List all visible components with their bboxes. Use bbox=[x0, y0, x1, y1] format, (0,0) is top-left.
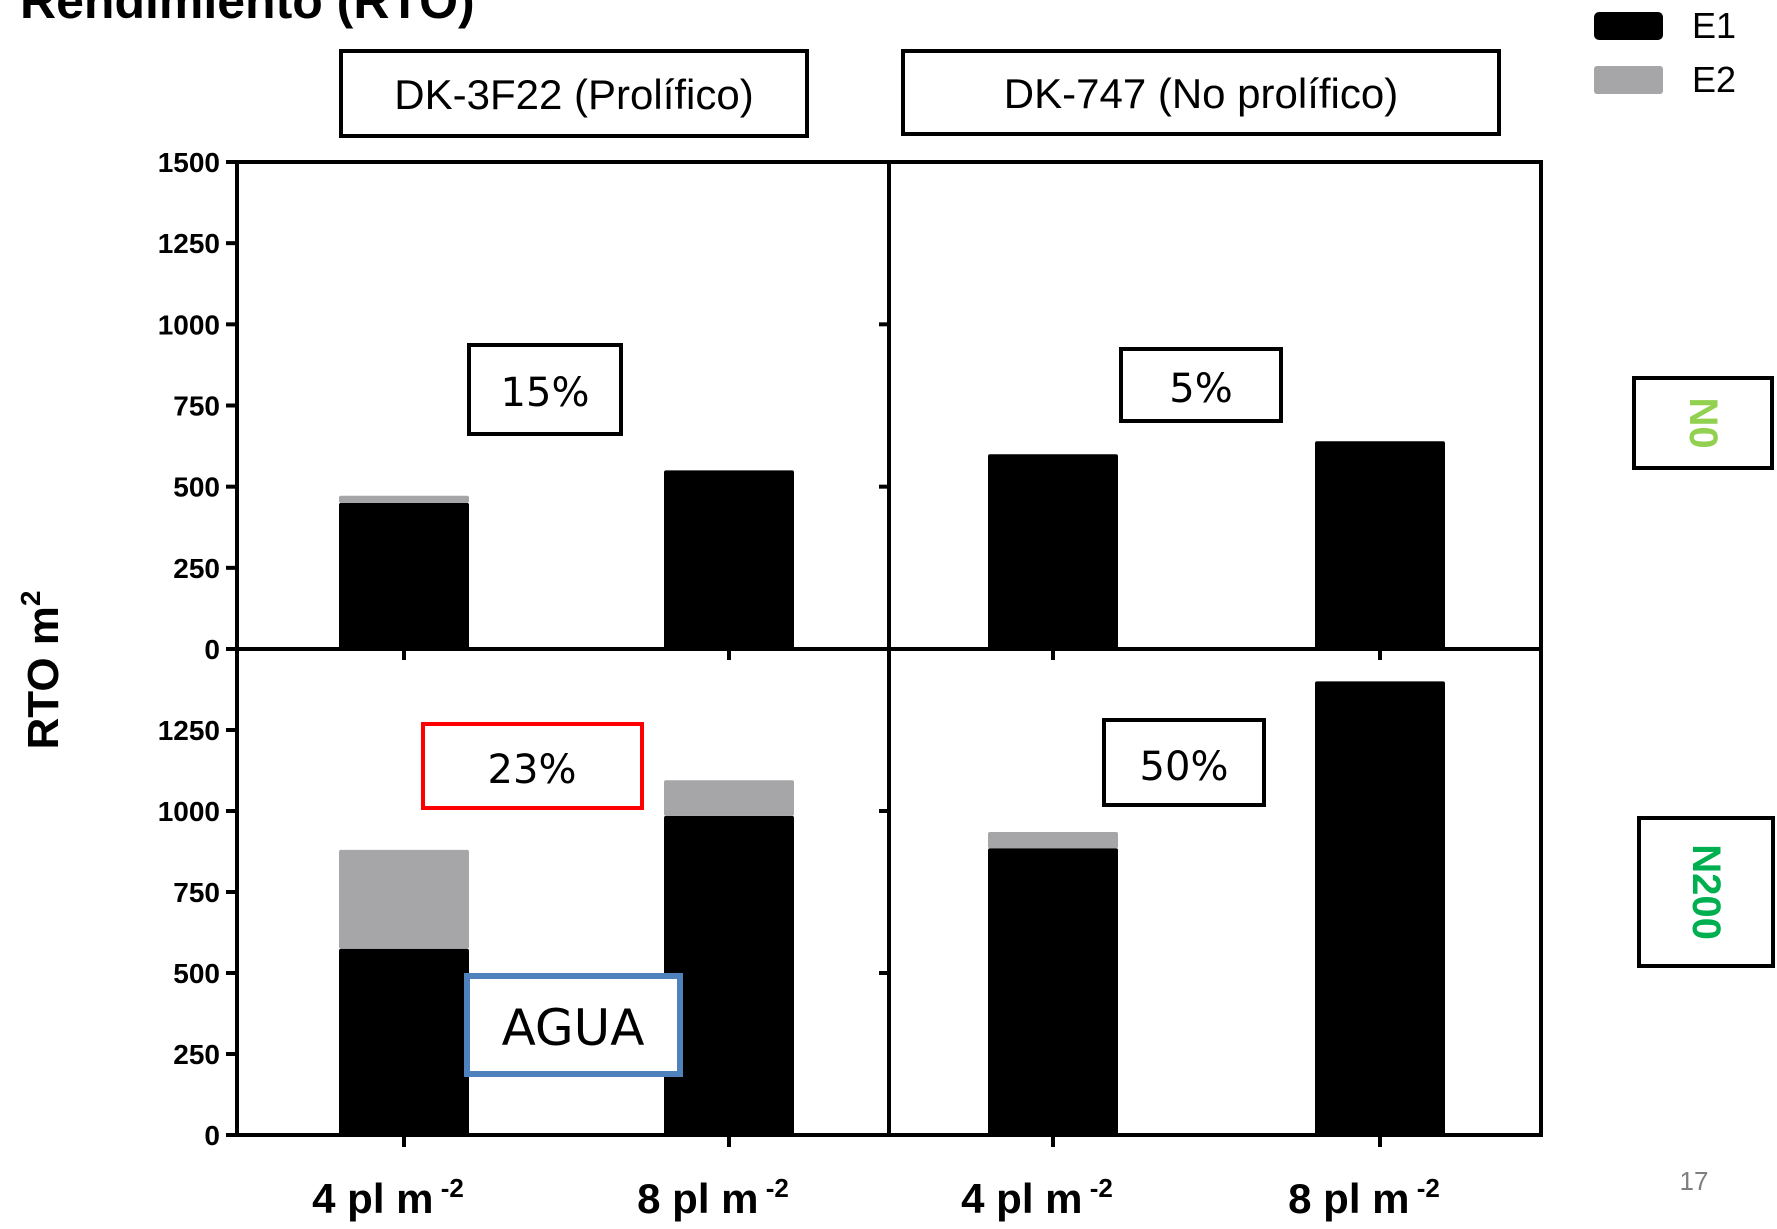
legend-swatch-e1 bbox=[1594, 12, 1663, 40]
x-tick-label-sup-4: -2 bbox=[1410, 1173, 1440, 1203]
legend: E1 E2 bbox=[1594, 5, 1736, 100]
nitrogen-bottom: N200 bbox=[1684, 844, 1728, 940]
nitrogen-top-label: N0 bbox=[1681, 397, 1725, 448]
x-tick-label-2: 8 pl m -2 bbox=[637, 1173, 789, 1222]
nitrogen-top: N0 bbox=[1681, 397, 1725, 448]
annotation-bottom-left: 23% bbox=[488, 747, 577, 793]
y-tick-label-0-1500: 1500 bbox=[158, 147, 220, 178]
y-tick-label-2-0: 0 bbox=[204, 1120, 220, 1151]
y-axis-title: RTO m2 bbox=[15, 590, 68, 749]
bar-e2-panel3-2 bbox=[664, 780, 794, 816]
y-tick-label-0-0: 0 bbox=[204, 634, 220, 665]
y-tick-label-2-1000: 1000 bbox=[158, 796, 220, 827]
x-tick-label-sup-2: -2 bbox=[759, 1173, 789, 1203]
x-tick-label-sup-3: -2 bbox=[1083, 1173, 1113, 1203]
legend-label-e2: E2 bbox=[1692, 59, 1736, 100]
x-tick-label-base-2: 8 pl m bbox=[637, 1175, 758, 1222]
x-tick-label-base-4: 8 pl m bbox=[1288, 1175, 1409, 1222]
svg-text:RTO m2: RTO m2 bbox=[15, 590, 68, 749]
hybrid-left-label: DK-3F22 (Prolífico) bbox=[394, 71, 753, 118]
bar-e2-panel1-1 bbox=[339, 496, 469, 503]
page-number: 17 bbox=[1680, 1166, 1709, 1196]
legend-label-e1: E1 bbox=[1692, 5, 1736, 46]
x-tick-label-3: 4 pl m -2 bbox=[961, 1173, 1113, 1222]
legend-swatch-e2 bbox=[1594, 66, 1663, 94]
bar-e1-panel3-2 bbox=[664, 816, 794, 1135]
bar-e1-panel2-2 bbox=[1315, 441, 1445, 649]
bar-e1-panel4-1 bbox=[988, 848, 1118, 1135]
y-tick-label-0-1250: 1250 bbox=[158, 228, 220, 259]
y-tick-label-2-500: 500 bbox=[173, 958, 220, 989]
bar-e2-panel3-1 bbox=[339, 850, 469, 949]
bar-e1-panel3-1 bbox=[339, 949, 469, 1135]
bar-e2-panel4-1 bbox=[988, 832, 1118, 848]
y-axis-title-base: RTO m bbox=[19, 606, 68, 749]
y-tick-label-0-750: 750 bbox=[173, 391, 220, 422]
y-tick-label-2-250: 250 bbox=[173, 1039, 220, 1070]
x-tick-label-sup-1: -2 bbox=[434, 1173, 464, 1203]
bar-e1-panel1-1 bbox=[339, 503, 469, 649]
y-axis-title-sup: 2 bbox=[15, 590, 46, 606]
y-tick-label-0-1000: 1000 bbox=[158, 309, 220, 340]
annotation-top-right: 5% bbox=[1169, 366, 1232, 412]
annotation-agua: AGUA bbox=[502, 999, 645, 1057]
y-tick-label-2-1250: 1250 bbox=[158, 715, 220, 746]
slide-title: Rendimiento (RTO) bbox=[20, 0, 475, 29]
bar-e1-panel2-1 bbox=[988, 454, 1118, 649]
x-tick-label-1: 4 pl m -2 bbox=[312, 1173, 464, 1222]
annotation-bottom-right: 50% bbox=[1140, 744, 1229, 790]
y-tick-label-2-750: 750 bbox=[173, 877, 220, 908]
x-tick-label-base-3: 4 pl m bbox=[961, 1175, 1082, 1222]
bar-e1-panel1-2 bbox=[664, 470, 794, 649]
bar-e1-panel4-2 bbox=[1315, 681, 1445, 1135]
nitrogen-bottom-label: N200 bbox=[1684, 844, 1728, 940]
x-tick-label-base-1: 4 pl m bbox=[312, 1175, 433, 1222]
annotation-top-left: 15% bbox=[501, 370, 590, 416]
hybrid-right-label: DK-747 (No prolífico) bbox=[1004, 70, 1398, 117]
chart-plot-area: 0 250 500 750 1000 1250 1500 0 250 500 750 1000 1250… bbox=[158, 147, 1541, 1222]
y-tick-label-0-500: 500 bbox=[173, 472, 220, 503]
x-tick-label-4: 8 pl m -2 bbox=[1288, 1173, 1440, 1222]
y-tick-label-0-250: 250 bbox=[173, 553, 220, 584]
